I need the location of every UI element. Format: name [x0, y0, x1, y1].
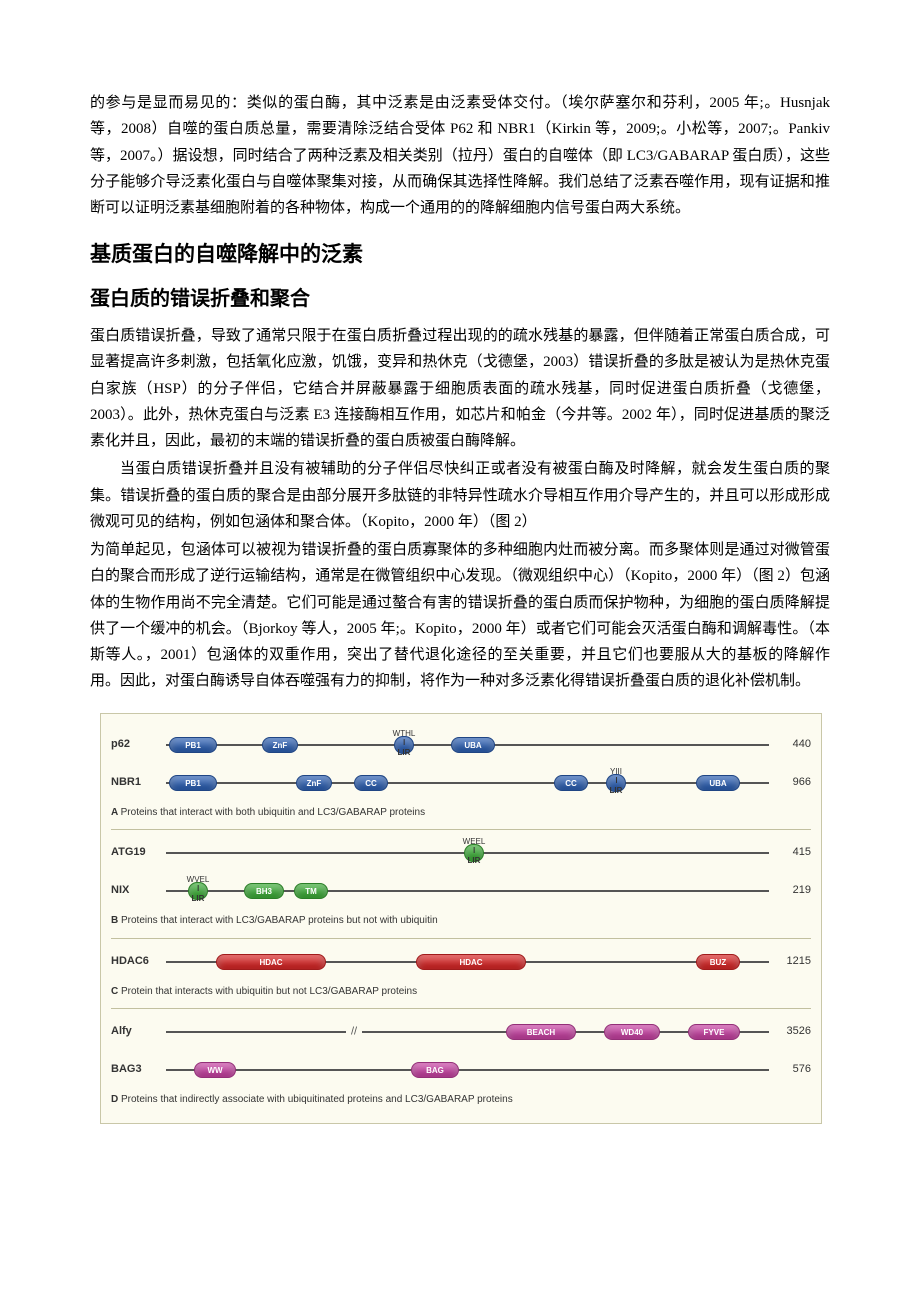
figure-domain-diagram: p62PB1ZnFUBAWTHLLIR440NBR1PB1ZnFCCCCUBAY… — [100, 713, 822, 1124]
protein-domain: FYVE — [688, 1024, 740, 1040]
lir-annotation: WTHLLIR — [393, 730, 416, 745]
protein-length: 966 — [775, 773, 811, 792]
figure-section: p62PB1ZnFUBAWTHLLIR440NBR1PB1ZnFCCCCUBAY… — [111, 722, 811, 831]
protein-track: HDACHDACBUZ — [166, 961, 769, 963]
lir-sequence: WVEL — [187, 876, 210, 884]
protein-domain: BH3 — [244, 883, 284, 899]
protein-name: HDAC6 — [111, 952, 166, 971]
protein-domain: CC — [554, 775, 588, 791]
protein-row: NIXBH3TMWVELLIR219 — [111, 872, 811, 910]
figure-section: HDAC6HDACHDACBUZ1215C Protein that inter… — [111, 939, 811, 1010]
lir-label: LIR — [398, 746, 411, 760]
protein-track: BH3TMWVELLIR — [166, 890, 769, 892]
paragraph-2: 蛋白质错误折叠，导致了通常只限于在蛋白质折叠过程出现的的疏水残基的暴露，但伴随着… — [90, 323, 830, 454]
paragraph-intro: 的参与是显而易见的：类似的蛋白酶，其中泛素是由泛素受体交付。（埃尔萨塞尔和芬利，… — [90, 90, 830, 221]
protein-domain: HDAC — [216, 954, 326, 970]
heading-main: 基质蛋白的自噬降解中的泛素 — [90, 237, 830, 274]
figure-section-caption: C Protein that interacts with ubiquitin … — [111, 981, 811, 1005]
figure-section: ATG19WEELLIR415NIXBH3TMWVELLIR219B Prote… — [111, 830, 811, 939]
protein-length: 219 — [775, 881, 811, 900]
protein-track: PB1ZnFUBAWTHLLIR — [166, 744, 769, 746]
lir-annotation: WEELLIR — [463, 838, 486, 853]
protein-length: 3526 — [775, 1022, 811, 1041]
protein-domain: CC — [354, 775, 388, 791]
protein-track: PB1ZnFCCCCUBAYIIILIR — [166, 782, 769, 784]
lir-label: LIR — [192, 892, 205, 906]
protein-name: ATG19 — [111, 843, 166, 862]
protein-row: ATG19WEELLIR415 — [111, 834, 811, 872]
protein-name: p62 — [111, 735, 166, 754]
protein-domain: ZnF — [262, 737, 298, 753]
lir-label: LIR — [468, 854, 481, 868]
protein-track: WEELLIR — [166, 852, 769, 854]
protein-name: NBR1 — [111, 773, 166, 792]
protein-length: 576 — [775, 1060, 811, 1079]
protein-row: p62PB1ZnFUBAWTHLLIR440 — [111, 726, 811, 764]
track-break-icon: // — [346, 1027, 362, 1038]
lir-sequence: WTHL — [393, 730, 416, 738]
protein-domain: PB1 — [169, 737, 217, 753]
figure-section-caption: B Proteins that interact with LC3/GABARA… — [111, 910, 811, 934]
protein-track: //BEACHWD40FYVE — [166, 1031, 769, 1033]
protein-name: NIX — [111, 881, 166, 900]
protein-row: HDAC6HDACHDACBUZ1215 — [111, 943, 811, 981]
protein-length: 1215 — [775, 952, 811, 971]
protein-length: 415 — [775, 843, 811, 862]
protein-name: Alfy — [111, 1022, 166, 1041]
protein-domain: UBA — [696, 775, 740, 791]
protein-domain: BUZ — [696, 954, 740, 970]
protein-row: BAG3WWBAG576 — [111, 1051, 811, 1089]
protein-domain: WD40 — [604, 1024, 660, 1040]
protein-domain: BEACH — [506, 1024, 576, 1040]
lir-annotation: WVELLIR — [187, 876, 210, 891]
protein-row: Alfy//BEACHWD40FYVE3526 — [111, 1013, 811, 1051]
protein-domain: HDAC — [416, 954, 526, 970]
protein-domain: PB1 — [169, 775, 217, 791]
protein-track: WWBAG — [166, 1069, 769, 1071]
lir-sequence: YIII — [610, 768, 622, 776]
paragraph-3: 当蛋白质错误折叠并且没有被辅助的分子伴侣尽快纠正或者没有被蛋白酶及时降解，就会发… — [90, 456, 830, 535]
figure-section-caption: D Proteins that indirectly associate wit… — [111, 1089, 811, 1113]
figure-section: Alfy//BEACHWD40FYVE3526BAG3WWBAG576D Pro… — [111, 1009, 811, 1117]
protein-domain: TM — [294, 883, 328, 899]
protein-domain: ZnF — [296, 775, 332, 791]
lir-label: LIR — [610, 784, 623, 798]
paragraph-4: 为简单起见，包涵体可以被视为错误折叠的蛋白质寡聚体的多种细胞内灶而被分离。而多聚… — [90, 537, 830, 695]
figure-section-caption: A Proteins that interact with both ubiqu… — [111, 802, 811, 826]
protein-length: 440 — [775, 735, 811, 754]
protein-domain: UBA — [451, 737, 495, 753]
lir-sequence: WEEL — [463, 838, 486, 846]
protein-domain: BAG — [411, 1062, 459, 1078]
protein-name: BAG3 — [111, 1060, 166, 1079]
protein-domain: WW — [194, 1062, 236, 1078]
lir-annotation: YIIILIR — [610, 768, 622, 783]
protein-row: NBR1PB1ZnFCCCCUBAYIIILIR966 — [111, 764, 811, 802]
heading-sub: 蛋白质的错误折叠和聚合 — [90, 282, 830, 317]
